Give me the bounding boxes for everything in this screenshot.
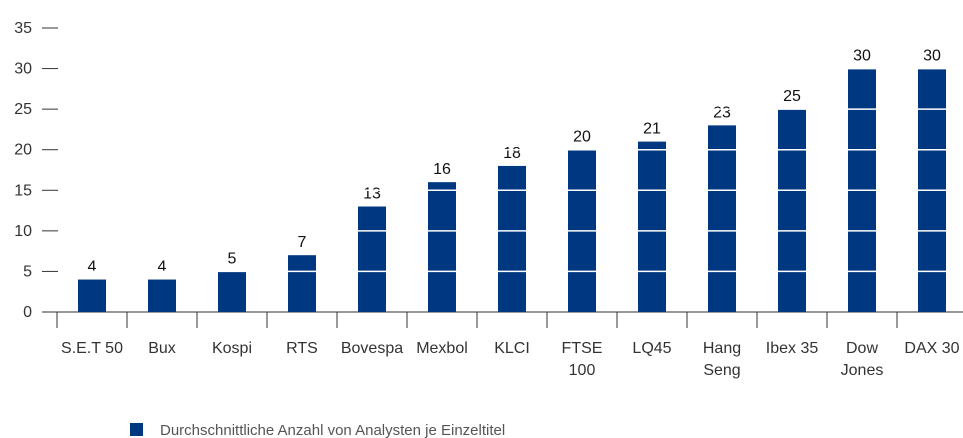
- x-tick-label: DAX 30: [904, 340, 960, 357]
- bar: [498, 165, 526, 312]
- x-tick-label: Ibex 35: [765, 340, 819, 357]
- bar: [288, 255, 316, 312]
- value-label: 30: [853, 48, 871, 65]
- value-label: 7: [298, 234, 307, 251]
- y-tick-label: 0: [23, 304, 32, 321]
- y-tick-label: 25: [14, 101, 32, 118]
- value-label: 18: [503, 145, 521, 162]
- bar: [638, 141, 666, 312]
- value-label: 4: [158, 259, 167, 276]
- y-tick-label: 5: [23, 263, 32, 280]
- value-label: 5: [228, 250, 237, 267]
- value-label: 30: [923, 48, 941, 65]
- bar: [428, 182, 456, 312]
- bar: [358, 206, 386, 312]
- bar: [778, 109, 806, 313]
- x-tick-label: Hang Seng: [702, 340, 742, 379]
- y-tick-label: 30: [14, 61, 32, 78]
- bar: [78, 279, 106, 312]
- x-tick-label: Dow Jones: [840, 340, 884, 379]
- bar: [218, 271, 246, 312]
- y-tick-label: 15: [14, 182, 32, 199]
- value-label: 25: [783, 88, 801, 105]
- legend-swatch: [130, 423, 143, 436]
- x-tick-label: Kospi: [211, 340, 253, 357]
- x-tick-label: S.E.T 50: [61, 340, 123, 357]
- y-tick-label: 35: [14, 20, 32, 37]
- x-tick-label: LQ45: [632, 340, 672, 357]
- value-label: 20: [573, 129, 591, 146]
- x-tick-label: Bovespa: [340, 340, 404, 357]
- x-tick-label: Mexbol: [416, 340, 468, 357]
- legend-label: Durchschnittliche Anzahl von Analysten j…: [160, 422, 505, 438]
- x-tick-label: FTSE 100: [561, 340, 603, 379]
- x-tick-label: Bux: [148, 340, 176, 357]
- value-label: 16: [433, 161, 451, 178]
- x-tick-label: RTS: [286, 340, 318, 357]
- bar: [148, 279, 176, 312]
- x-tick-label: KLCI: [494, 340, 530, 357]
- y-tick-label: 10: [14, 223, 32, 240]
- y-tick-label: 20: [14, 142, 32, 159]
- value-label: 4: [88, 259, 97, 276]
- value-label: 23: [713, 104, 731, 121]
- bar: [708, 125, 736, 312]
- value-label: 13: [363, 186, 381, 203]
- value-label: 21: [643, 121, 661, 138]
